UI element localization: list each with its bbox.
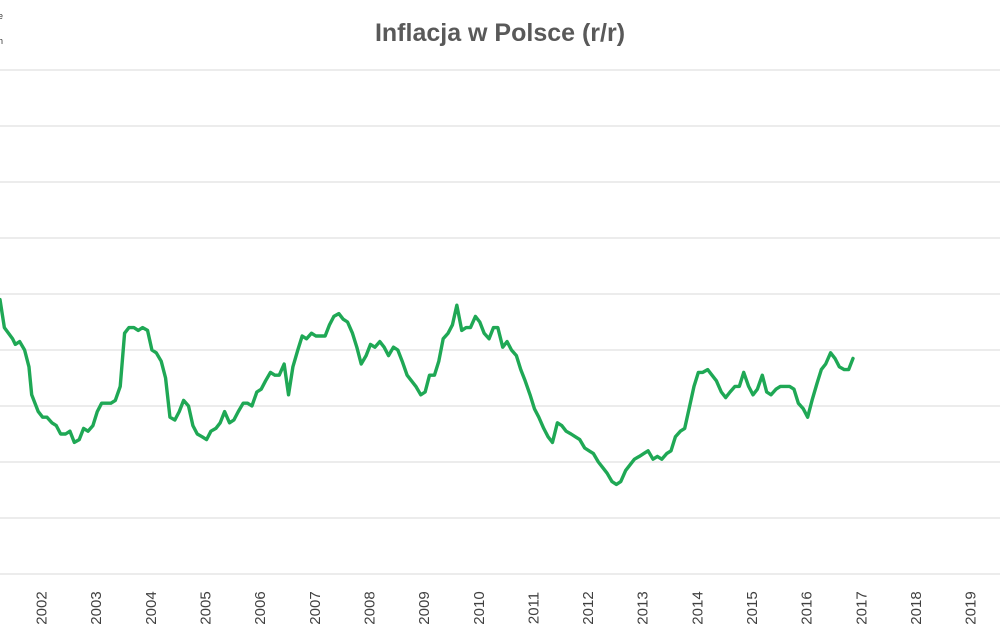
series-layer bbox=[0, 297, 855, 487]
x-tick-label: 2007 bbox=[307, 591, 324, 624]
x-tick-label: 2011 bbox=[525, 592, 542, 624]
x-tick-label: 2010 bbox=[471, 591, 488, 624]
x-tick-label: 2013 bbox=[635, 591, 652, 624]
x-tick-label: 2012 bbox=[580, 591, 597, 624]
x-tick-label: 2008 bbox=[361, 591, 378, 624]
x-tick-label: 2015 bbox=[744, 591, 761, 624]
series-line bbox=[0, 297, 855, 487]
x-tick-label: 2018 bbox=[908, 591, 925, 624]
x-tick-label: 2014 bbox=[689, 591, 706, 624]
x-tick-label: 2009 bbox=[416, 591, 433, 624]
x-tick-label: 2002 bbox=[34, 591, 51, 624]
legend-entry: e bbox=[0, 11, 3, 21]
gridlines bbox=[0, 69, 1000, 575]
x-tick-label: 2017 bbox=[853, 591, 870, 624]
x-tick-label: 2016 bbox=[799, 591, 816, 624]
legend-entry: h bbox=[0, 36, 3, 46]
x-tick-label: 2003 bbox=[88, 591, 105, 624]
x-axis-ticks: 2002 2003 2004 2005 2006 2007 2008 2009 2010 2011… bbox=[34, 591, 980, 624]
x-tick-label: 2019 bbox=[963, 591, 980, 624]
x-tick-label: 2005 bbox=[198, 591, 215, 624]
chart-title: Inflacja w Polsce (r/r) bbox=[375, 19, 625, 47]
legend: e h bbox=[0, 11, 3, 46]
x-tick-label: 2006 bbox=[252, 591, 269, 624]
x-tick-label: 2004 bbox=[143, 591, 160, 624]
